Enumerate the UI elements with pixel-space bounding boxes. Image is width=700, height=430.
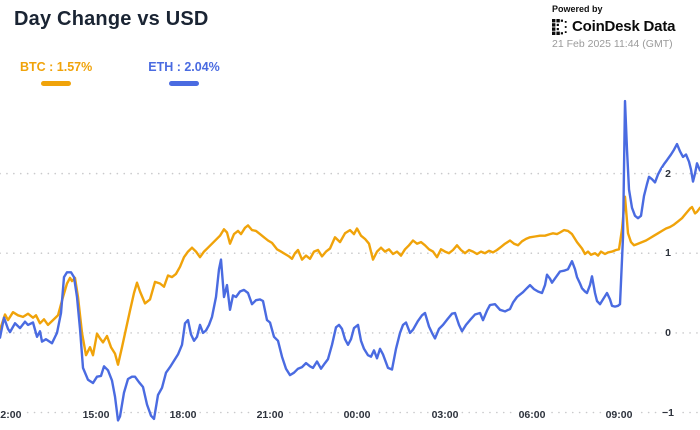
legend: BTC : 1.57% ETH : 2.04%: [20, 60, 220, 86]
legend-item-eth[interactable]: ETH : 2.04%: [148, 60, 220, 86]
x-tick-label: 18:00: [166, 408, 200, 421]
x-tick-label: 03:00: [428, 408, 462, 421]
legend-label-eth: ETH : 2.04%: [148, 60, 220, 74]
legend-swatch-eth: [169, 81, 200, 86]
x-tick-label: 00:00: [340, 408, 374, 421]
eth-line: [0, 99, 700, 422]
x-tick-label: 21:00: [253, 408, 287, 421]
powered-by-label: Powered by: [552, 4, 603, 14]
x-tick-label: 06:00: [515, 408, 549, 421]
x-tick-label: 09:00: [602, 408, 636, 421]
legend-swatch-btc: [41, 81, 72, 86]
branding: Powered by CoinDesk Data 21 Feb 202: [552, 4, 692, 50]
coindesk-data-link[interactable]: CoinDesk Data: [552, 18, 692, 35]
legend-label-btc: BTC : 1.57%: [20, 60, 93, 74]
legend-item-btc[interactable]: BTC : 1.57%: [20, 60, 92, 86]
y-tick-label: 2: [662, 167, 674, 180]
y-tick-label: 1: [662, 247, 674, 260]
y-tick-label: −1: [659, 406, 677, 419]
btc-line: [0, 195, 700, 366]
x-tick-label: 12:00: [0, 408, 25, 421]
page-title: Day Change vs USD: [14, 8, 209, 30]
coindesk-logo-icon: [552, 18, 568, 35]
chart-canvas[interactable]: [0, 90, 700, 430]
y-tick-label: 0: [662, 326, 674, 339]
chart-plot-area[interactable]: 12:00 15:00 18:00 21:00 00:00 03:00 06:00 09:00…: [0, 90, 700, 430]
x-tick-label: 15:00: [79, 408, 113, 421]
timestamp: 21 Feb 2025 11:44 (GMT): [552, 38, 673, 50]
brand-name: CoinDesk Data: [572, 18, 676, 35]
